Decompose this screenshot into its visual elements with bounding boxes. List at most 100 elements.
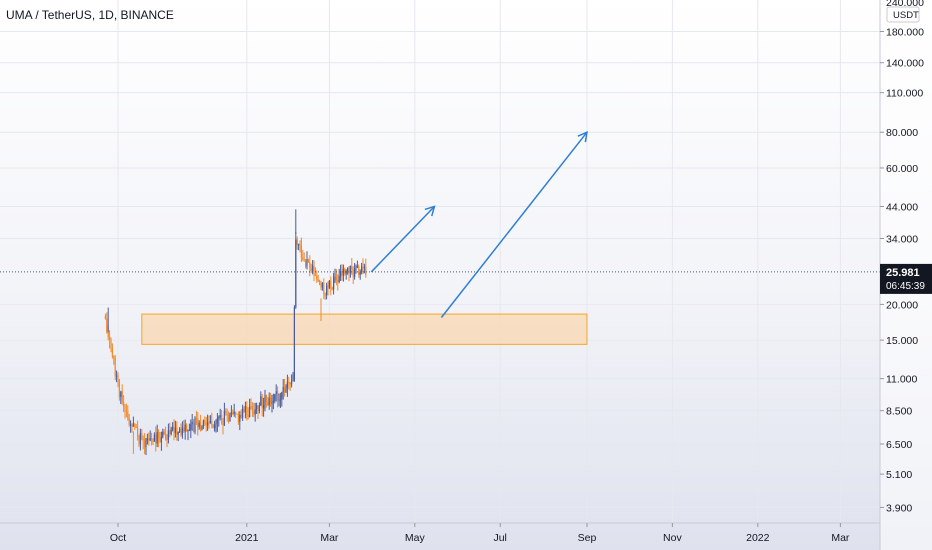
price-tick-label: 180.000 xyxy=(886,27,924,39)
candle-body xyxy=(328,280,330,288)
candle-body xyxy=(268,397,270,406)
candle-body xyxy=(356,266,358,268)
candle-body xyxy=(184,424,186,432)
candle-body xyxy=(358,266,360,275)
candle-body xyxy=(341,271,343,276)
candle-body xyxy=(247,414,249,418)
projection-arrow-line[interactable] xyxy=(370,205,435,273)
candle-body xyxy=(123,401,125,407)
candle-body xyxy=(167,430,169,440)
candle-body xyxy=(239,414,241,422)
price-tick-label: 44.000 xyxy=(886,201,918,213)
candle-body xyxy=(194,417,196,433)
price-tick-label: 34.000 xyxy=(886,233,918,245)
candle-body xyxy=(330,280,332,289)
candle-body xyxy=(134,424,136,427)
candle-body xyxy=(181,427,183,436)
candle-body xyxy=(197,418,199,427)
candle-body xyxy=(132,424,134,427)
candle-body xyxy=(230,412,232,414)
candle-body xyxy=(131,424,133,427)
projection-arrow-line[interactable] xyxy=(440,131,588,318)
candle-body xyxy=(235,411,237,414)
candle-body xyxy=(137,427,139,436)
candle-body xyxy=(139,432,141,445)
candle-body xyxy=(222,419,224,426)
last-price-badge-background xyxy=(880,263,932,294)
candle-body xyxy=(113,356,115,358)
time-tick-label: May xyxy=(405,532,426,544)
symbol-name[interactable]: UMA / TetherUS xyxy=(6,8,92,22)
candle-body xyxy=(195,417,197,419)
price-tick-label: 60.000 xyxy=(886,163,918,175)
candle-body xyxy=(163,431,165,435)
interval-label[interactable]: 1D xyxy=(98,8,114,22)
candle-body xyxy=(212,424,214,429)
projection-arrows xyxy=(370,130,588,318)
candle-body xyxy=(337,279,339,282)
candle-body xyxy=(347,268,349,272)
candle-body xyxy=(365,266,367,275)
price-tick-label-partial: 240.000 xyxy=(886,0,924,9)
grid-lines xyxy=(0,0,880,523)
candle-body xyxy=(148,438,150,441)
last-price-value: 25.981 xyxy=(886,267,920,279)
candle-body xyxy=(281,391,283,400)
candle-body xyxy=(191,422,193,425)
candle-body xyxy=(300,245,302,258)
time-axis[interactable]: Oct 2021 Mar May Jul Sep Nov 2022 Mar xyxy=(0,522,880,544)
candle-body xyxy=(188,429,190,431)
candle-body xyxy=(202,420,204,426)
time-tick-label: Sep xyxy=(578,532,597,544)
candle-body xyxy=(117,375,119,380)
support-zone-rectangle[interactable] xyxy=(141,313,588,345)
candle-body xyxy=(278,399,280,401)
candle-body xyxy=(243,408,245,412)
candle-body xyxy=(309,262,311,269)
price-tick-label: 110.000 xyxy=(886,88,923,100)
candle-body xyxy=(250,406,252,408)
candle-body xyxy=(354,268,356,278)
candle-body xyxy=(229,412,231,422)
time-tick-label: Mar xyxy=(831,532,850,544)
candle-body xyxy=(306,259,308,267)
candle-body xyxy=(312,265,314,272)
candle-body xyxy=(348,268,350,274)
candle-body xyxy=(327,285,329,288)
candle-body xyxy=(170,429,172,434)
candle-body xyxy=(260,396,262,406)
candle-body xyxy=(323,282,325,294)
candle-body xyxy=(128,418,130,425)
candle-body xyxy=(363,266,365,268)
candle-body xyxy=(237,414,239,422)
candle-body xyxy=(110,339,112,349)
candle-body xyxy=(152,440,154,442)
currency-unit-button[interactable] xyxy=(886,6,920,23)
candle-body xyxy=(261,396,263,409)
candle-body xyxy=(264,395,266,405)
candle-body xyxy=(314,273,316,276)
candle-body xyxy=(362,266,364,268)
candle-body xyxy=(253,410,255,415)
candle-body xyxy=(107,331,109,338)
candle-body xyxy=(326,285,328,296)
candle-body xyxy=(282,386,284,392)
time-tick-label: 2021 xyxy=(235,532,259,544)
candle-body xyxy=(236,413,238,415)
candle-body xyxy=(351,265,353,270)
title-separator: , xyxy=(91,8,99,22)
candle-body xyxy=(179,429,181,433)
candle-body xyxy=(215,423,217,425)
candle-body xyxy=(316,275,318,281)
candle-body xyxy=(293,307,295,381)
candlestick-series xyxy=(104,209,367,455)
candle-body xyxy=(146,438,148,440)
candle-body xyxy=(209,420,211,424)
candle-body xyxy=(223,410,225,426)
candle-body xyxy=(208,422,210,424)
candle-body xyxy=(324,293,326,296)
chart-title[interactable]: UMA / TetherUS, 1D, BINANCE xyxy=(6,8,174,22)
candle-body xyxy=(292,380,294,382)
candle-body xyxy=(205,422,207,426)
